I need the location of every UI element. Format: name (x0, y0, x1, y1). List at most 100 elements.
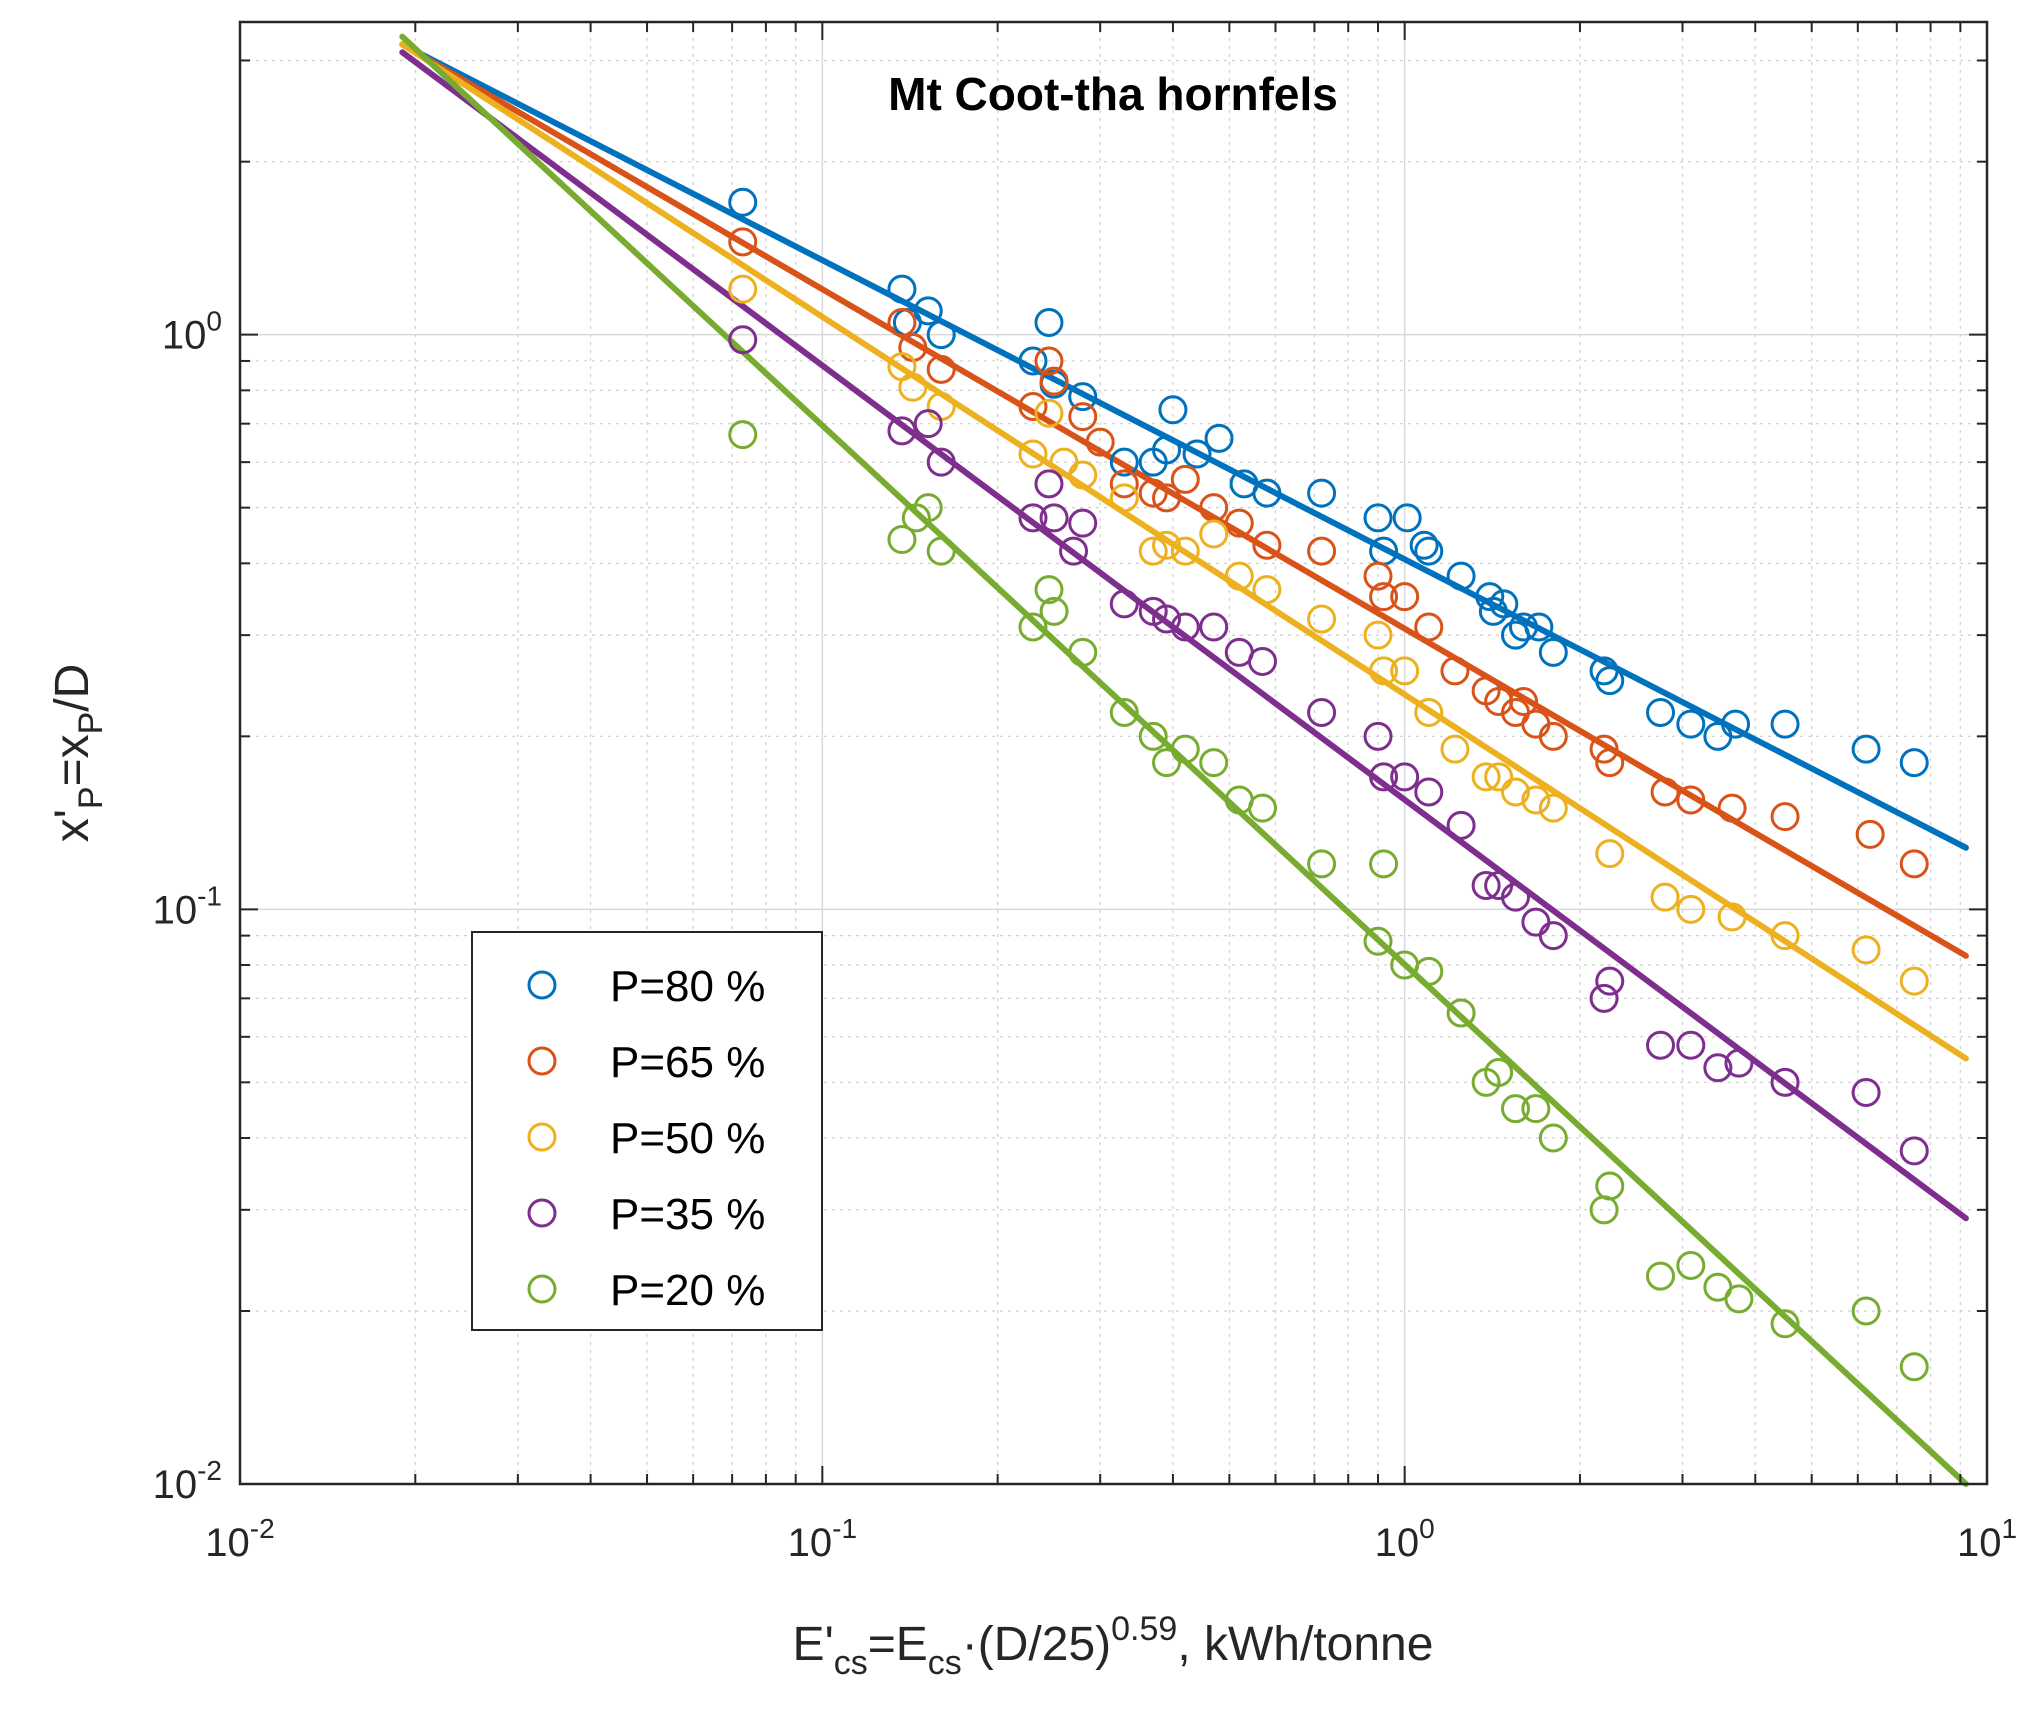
data-point (926, 536, 956, 566)
data-point (1770, 921, 1800, 951)
data-point (1646, 1030, 1676, 1060)
data-point (1152, 604, 1182, 634)
y-axis-label-base: x' (46, 809, 99, 842)
data-point (1724, 1284, 1754, 1314)
data-point (1676, 709, 1706, 739)
data-point (1521, 785, 1551, 815)
data-point (1363, 926, 1393, 956)
legend-label: P=65 % (610, 1038, 765, 1087)
y-tick-label-base: 10 (162, 314, 207, 358)
chart-title: Mt Coot-tha hornfels (888, 68, 1338, 120)
data-point (1138, 721, 1168, 751)
data-point (1018, 503, 1048, 533)
x-axis-label-sub1: cs (834, 1644, 868, 1682)
y-axis-label-sub2: P (72, 712, 110, 735)
data-point (1414, 956, 1444, 986)
y-tick-label-base: 10 (153, 1463, 198, 1507)
data-point (1501, 777, 1531, 807)
data-point (887, 416, 917, 446)
data-point (898, 372, 928, 402)
data-point (1138, 536, 1168, 566)
data-point (1307, 849, 1337, 879)
data-point (1501, 1094, 1531, 1124)
data-point (1068, 382, 1098, 412)
data-point (1018, 346, 1048, 376)
data-point (1717, 793, 1747, 823)
data-point (913, 296, 943, 326)
data-point (1851, 935, 1881, 965)
y-tick-label-exponent: -2 (197, 1455, 222, 1486)
data-point (887, 525, 917, 555)
data-point (1595, 839, 1625, 869)
data-point (1363, 721, 1393, 751)
y-tick-label-exponent: -1 (197, 880, 222, 911)
data-point (1369, 762, 1399, 792)
x-axis-label-base: E' (793, 1618, 834, 1671)
data-point (1034, 346, 1064, 376)
data-point (728, 274, 758, 304)
data-point (1595, 666, 1625, 696)
y-axis-label-tail: /D (46, 664, 99, 712)
data-point (1414, 612, 1444, 642)
data-point (1152, 483, 1182, 513)
data-point (1524, 612, 1554, 642)
data-point (1770, 709, 1800, 739)
legend-label: P=80 % (610, 962, 765, 1011)
y-tick-label-exponent: 0 (206, 306, 222, 337)
fit-line (399, 41, 1969, 1062)
data-point (1248, 646, 1278, 676)
data-point (1717, 902, 1747, 932)
legend: P=80 % P=65 % P=50 % P=35 % P=20 % (471, 931, 823, 1331)
data-point (1538, 1123, 1568, 1153)
data-point (1068, 637, 1098, 667)
data-markers (728, 187, 1929, 1382)
y-tick-label: 100 (162, 306, 222, 358)
x-tick-label-base: 10 (1957, 1521, 2002, 1565)
data-point (1440, 656, 1470, 686)
data-point (1724, 1048, 1754, 1078)
data-point (1521, 1094, 1551, 1124)
data-point (1538, 721, 1568, 751)
data-point (913, 409, 943, 439)
data-point (1414, 777, 1444, 807)
legend-marker (527, 1198, 557, 1228)
x-axis-label: E'cs=Ecs·(D/25)0.59, kWh/tonne (793, 1610, 1434, 1682)
data-point (1484, 762, 1514, 792)
data-point (1390, 656, 1420, 686)
data-point (1109, 447, 1139, 477)
data-point (1851, 1296, 1881, 1326)
data-point (1363, 620, 1393, 650)
data-point (1471, 762, 1501, 792)
data-point (1899, 748, 1929, 778)
data-point (1307, 604, 1337, 634)
data-point (1501, 882, 1531, 912)
y-tick-label: 10-2 (153, 1455, 222, 1507)
data-point (1170, 464, 1200, 494)
data-point (926, 320, 956, 350)
x-tick-label: 100 (1375, 1513, 1435, 1565)
y-axis-label: x'P=xP/D (46, 664, 110, 843)
data-point (1059, 536, 1089, 566)
x-axis-label-sub2: cs (928, 1644, 962, 1682)
data-point (1068, 402, 1098, 432)
data-point (1034, 398, 1064, 428)
data-point (1369, 582, 1399, 612)
data-point (1018, 439, 1048, 469)
data-point (1170, 612, 1200, 642)
data-point (1199, 519, 1229, 549)
data-point (1538, 793, 1568, 823)
data-point (728, 227, 758, 257)
data-point (1484, 1058, 1514, 1088)
fit-line (399, 33, 1969, 1487)
x-tick-label: 101 (1957, 1513, 2017, 1565)
legend-label: P=20 % (610, 1266, 765, 1315)
y-axis-label-mid: =x (46, 734, 99, 786)
data-point (1252, 478, 1282, 508)
x-axis-label-mid2: ·(D/25) (962, 1618, 1111, 1671)
legend-marker (527, 1122, 557, 1152)
data-point (926, 354, 956, 384)
data-point (1068, 508, 1098, 538)
data-point (1899, 1136, 1929, 1166)
data-point (1676, 894, 1706, 924)
